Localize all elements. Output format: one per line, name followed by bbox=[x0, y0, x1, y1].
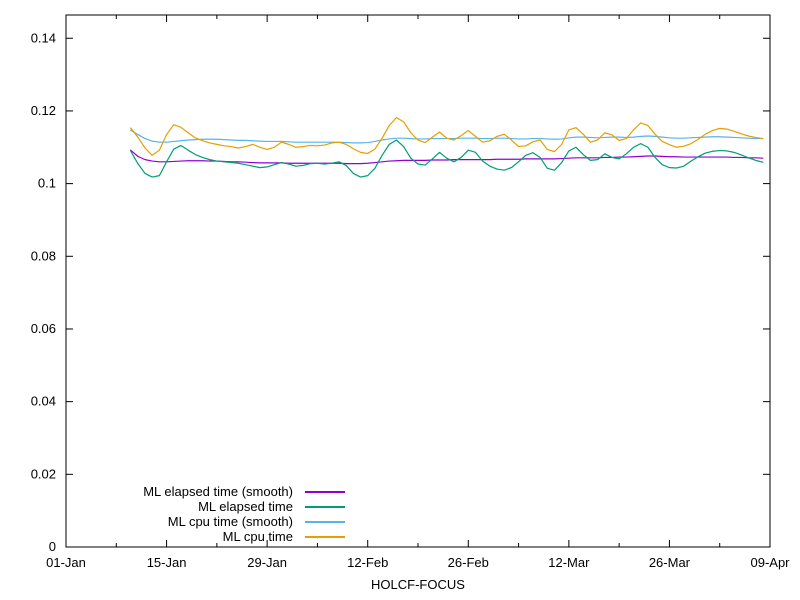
x-tick-label: 12-Feb bbox=[347, 555, 388, 570]
series-line-ml-elapsed-time-smooth bbox=[130, 149, 764, 165]
x-tick-label: 26-Feb bbox=[448, 555, 489, 570]
legend: ML elapsed time (smooth) ML elapsed time… bbox=[45, 484, 345, 544]
legend-line-sample bbox=[305, 535, 345, 538]
x-axis-title: HOLCF-FOCUS bbox=[371, 577, 465, 592]
x-tick-label: 09-Apr bbox=[750, 555, 790, 570]
legend-label: ML cpu time (smooth) bbox=[167, 514, 293, 529]
legend-entry: ML cpu time bbox=[45, 529, 345, 544]
y-tick-label: 0.12 bbox=[31, 103, 56, 118]
series-line-ml-cpu-time-smooth bbox=[130, 129, 764, 144]
x-tick-label: 15-Jan bbox=[147, 555, 187, 570]
series-line-ml-cpu-time bbox=[130, 116, 764, 156]
x-tick-label: 01-Jan bbox=[46, 555, 86, 570]
y-tick-label: 0.04 bbox=[31, 394, 56, 409]
y-tick-label: 0.08 bbox=[31, 248, 56, 263]
x-tick-label: 12-Mar bbox=[548, 555, 590, 570]
legend-entry: ML elapsed time (smooth) bbox=[45, 484, 345, 499]
plot-border bbox=[65, 14, 771, 548]
legend-entry: ML elapsed time bbox=[45, 499, 345, 514]
y-tick-label: 0.1 bbox=[38, 176, 56, 191]
y-tick-label: 0.02 bbox=[31, 466, 56, 481]
legend-label: ML cpu time bbox=[222, 529, 293, 544]
y-tick-label: 0.14 bbox=[31, 30, 56, 45]
legend-line-sample bbox=[305, 490, 345, 493]
legend-entry: ML cpu time (smooth) bbox=[45, 514, 345, 529]
legend-line-sample bbox=[305, 505, 345, 508]
legend-label: ML elapsed time bbox=[198, 499, 293, 514]
y-tick-label: 0 bbox=[49, 539, 56, 554]
legend-label: ML elapsed time (smooth) bbox=[143, 484, 293, 499]
y-tick-label: 0.06 bbox=[31, 321, 56, 336]
x-tick-label: 29-Jan bbox=[247, 555, 287, 570]
series-line-ml-elapsed-time bbox=[130, 139, 764, 178]
legend-line-sample bbox=[305, 520, 345, 523]
x-tick-label: 26-Mar bbox=[649, 555, 691, 570]
